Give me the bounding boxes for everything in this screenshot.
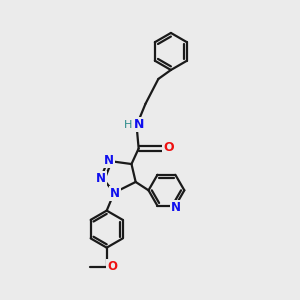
Text: H: H bbox=[124, 120, 132, 130]
Text: O: O bbox=[107, 260, 117, 273]
Text: N: N bbox=[134, 118, 144, 131]
Text: N: N bbox=[104, 154, 114, 167]
Text: N: N bbox=[110, 188, 120, 200]
Text: N: N bbox=[171, 200, 181, 214]
Text: N: N bbox=[96, 172, 106, 185]
Text: O: O bbox=[163, 141, 174, 154]
